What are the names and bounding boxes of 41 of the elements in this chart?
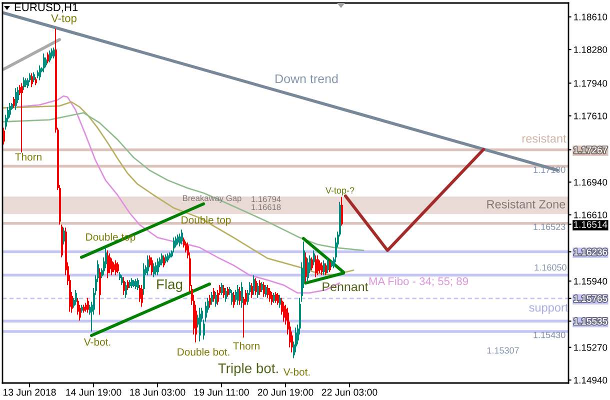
annotation: V-bot. bbox=[84, 338, 110, 346]
y-tick-label: 1.17610 bbox=[574, 112, 608, 120]
annotation: resistant bbox=[522, 134, 566, 143]
annotation: V-top-? bbox=[325, 187, 354, 196]
annotation: 1.16050 bbox=[534, 264, 566, 271]
y-tick-label: 1.15535 bbox=[574, 318, 608, 325]
annotation: Thorn bbox=[15, 153, 42, 161]
y-tick-label: 1.16236 bbox=[574, 248, 608, 256]
y-tick-label: 1.18280 bbox=[574, 46, 608, 54]
y-tick-label: 1.17267 bbox=[574, 146, 608, 154]
x-tick-label: 20 Jun 19:00 bbox=[258, 388, 314, 396]
chart-title: EURUSD,H1 bbox=[14, 3, 78, 12]
annotation: 1.16618 bbox=[252, 204, 281, 210]
y-tick-label: 1.16610 bbox=[574, 212, 608, 218]
y-tick-label: 1.16940 bbox=[574, 178, 608, 186]
y-tick-label: 1.15765 bbox=[574, 295, 608, 302]
annotation: Flag bbox=[157, 279, 182, 292]
annotation: 1.15307 bbox=[487, 347, 519, 354]
x-tick-label: 19 Jun 11:00 bbox=[194, 388, 249, 396]
annotation: Pennant bbox=[322, 282, 368, 292]
ref-line-label: 1.16523 bbox=[534, 224, 566, 230]
annotation: Double bot. bbox=[178, 348, 230, 356]
x-tick-label: 18 Jun 03:00 bbox=[130, 388, 186, 396]
annotation: Triple bot. bbox=[218, 363, 278, 376]
annotation: Down trend bbox=[276, 74, 338, 84]
x-tick-label: 13 Jun 2018 bbox=[3, 388, 56, 396]
y-tick-label: 1.16514 bbox=[574, 221, 608, 228]
ref-line-label: 1.15430 bbox=[534, 332, 566, 338]
y-tick-label: 1.14940 bbox=[574, 376, 608, 384]
annotation: V-bot. bbox=[283, 368, 310, 376]
y-tick-label: 1.15270 bbox=[574, 344, 608, 351]
annotation: Thorn bbox=[233, 342, 260, 350]
y-tick-label: 1.17940 bbox=[574, 80, 608, 87]
x-tick-label: 22 Jun 03:00 bbox=[322, 388, 378, 396]
annotation: MA Fibo - 34; 55; 89 bbox=[369, 277, 468, 286]
annotation: 1.16794 bbox=[252, 196, 281, 202]
band-label: Resistant Zone bbox=[487, 200, 566, 208]
y-tick-label: 1.18610 bbox=[574, 14, 608, 20]
x-tick-label: 14 Jun 19:00 bbox=[66, 388, 122, 396]
y-tick-label: 1.15940 bbox=[574, 278, 608, 285]
annotation: V-top bbox=[51, 14, 77, 24]
